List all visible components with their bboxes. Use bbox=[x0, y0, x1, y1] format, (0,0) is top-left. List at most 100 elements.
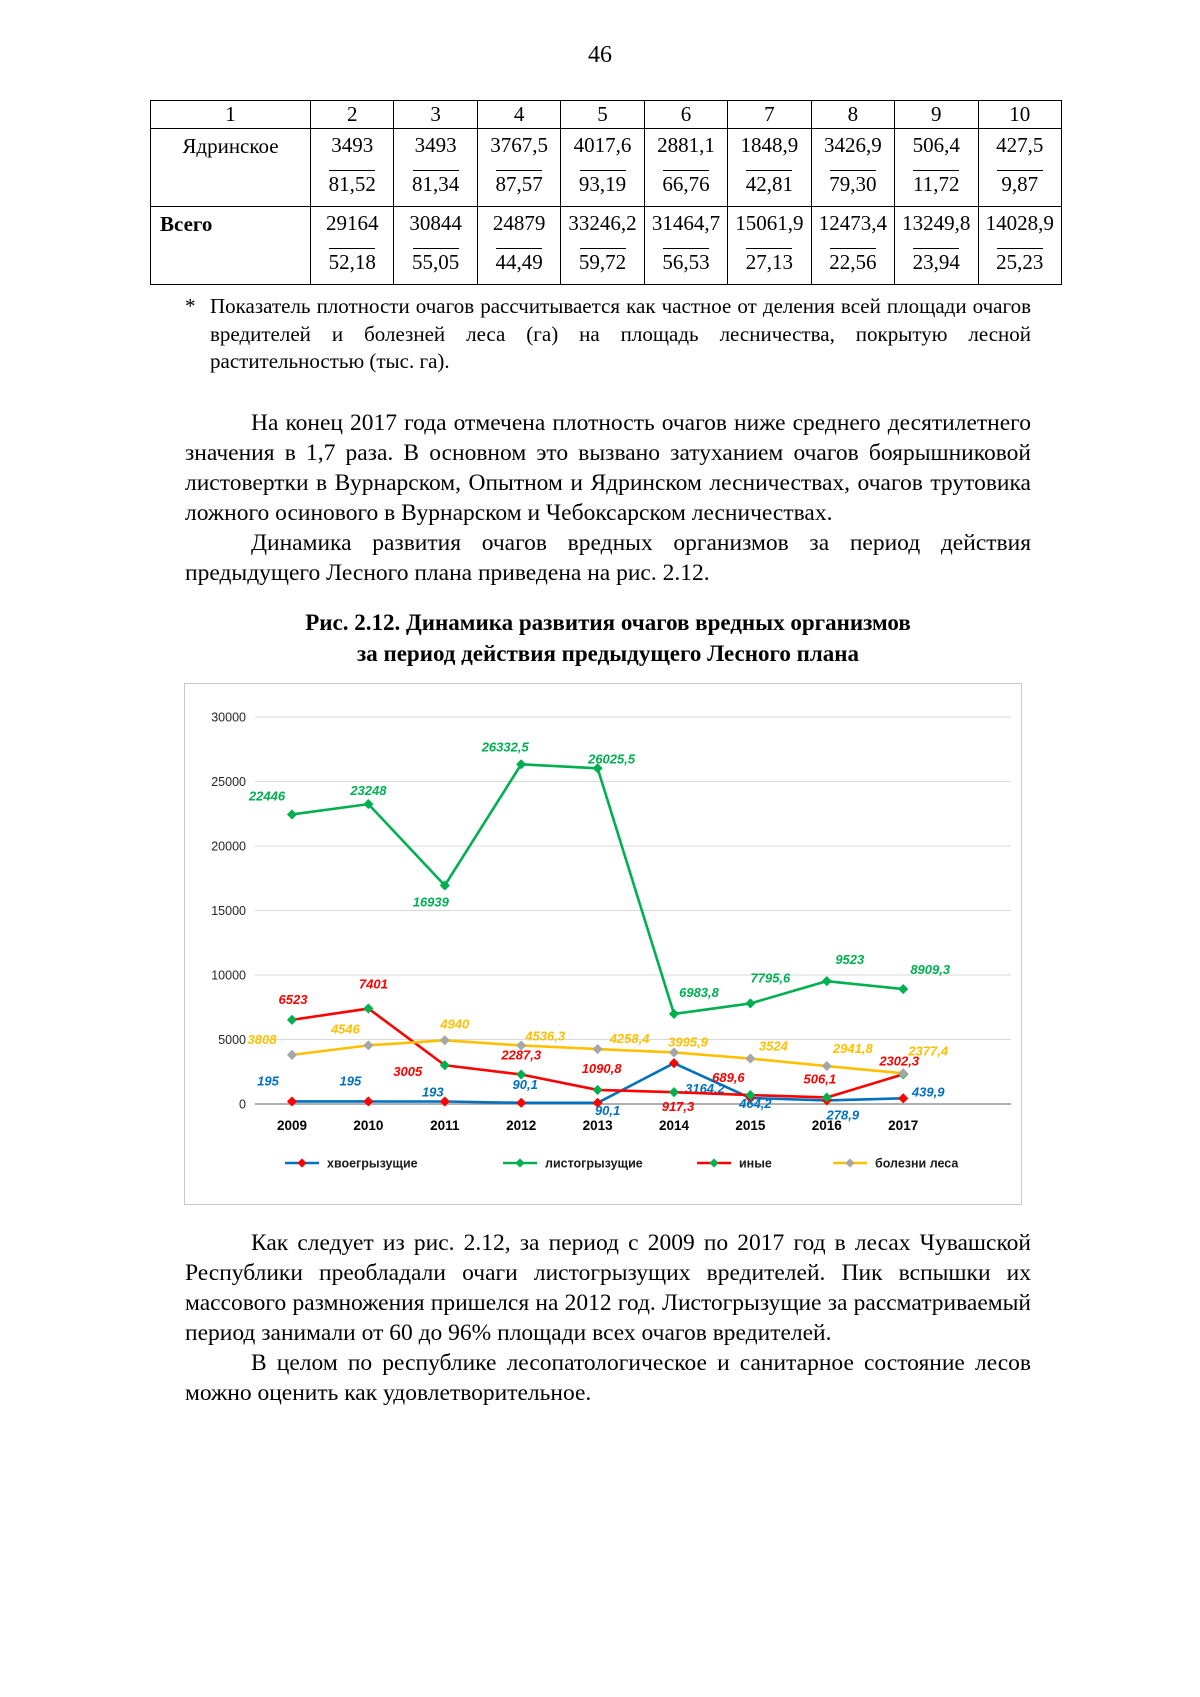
fraction-bar bbox=[329, 248, 376, 249]
data-label: 26025,5 bbox=[587, 751, 636, 766]
data-label: 3005 bbox=[393, 1064, 423, 1079]
fraction-bar bbox=[329, 170, 376, 171]
table-header-cell: 4 bbox=[476, 100, 562, 129]
table-header-cell: 5 bbox=[560, 100, 645, 129]
table-cell: 3493 81,34 bbox=[393, 128, 478, 207]
x-tick-label: 2010 bbox=[353, 1118, 383, 1133]
data-point-marker bbox=[592, 1044, 603, 1055]
data-label: 4536,3 bbox=[524, 1028, 566, 1043]
table-header-cell: 1 bbox=[150, 100, 311, 129]
table-row-label: Всего bbox=[150, 206, 311, 285]
fraction-bar bbox=[746, 170, 793, 171]
data-point-marker bbox=[286, 1049, 298, 1060]
fraction-bar bbox=[579, 170, 626, 171]
data-point-marker bbox=[286, 1096, 298, 1107]
cell-denominator: 79,30 bbox=[829, 172, 877, 196]
data-table-container: 1 2 3 4 5 6 7 8 9 10 Ядринское 3493 81,52 3493 81,34 3… bbox=[150, 100, 1062, 285]
y-tick-label: 5000 bbox=[218, 1033, 246, 1047]
data-label: 689,6 bbox=[712, 1070, 745, 1085]
chart-figure: 0 5000 10000 15000 20000 25000 30000 2009 2010 20… bbox=[184, 683, 1022, 1205]
table-cell: 3493 81,52 bbox=[309, 128, 395, 207]
data-label: 3995,9 bbox=[668, 1034, 709, 1049]
legend-item-хвоегрызущие: хвоегрызущие bbox=[285, 1157, 418, 1171]
legend-label: листогрызущие bbox=[545, 1157, 643, 1171]
data-label: 278,9 bbox=[826, 1107, 860, 1122]
legend-item-иные: иные bbox=[697, 1157, 772, 1171]
data-point-marker bbox=[439, 1096, 450, 1107]
cell-numerator: 14028,9 bbox=[985, 211, 1054, 235]
table-header-cell: 7 bbox=[727, 100, 812, 129]
data-point-marker bbox=[286, 809, 298, 820]
page-number: 46 bbox=[588, 42, 612, 68]
cell-numerator: 12473,4 bbox=[818, 211, 887, 235]
legend-label: иные bbox=[739, 1157, 772, 1171]
cell-denominator: 52,18 bbox=[328, 250, 376, 274]
cell-denominator: 23,94 bbox=[912, 250, 960, 274]
fraction-bar bbox=[746, 248, 793, 249]
data-label: 2287,3 bbox=[500, 1047, 542, 1062]
data-point-marker bbox=[515, 1158, 525, 1168]
fraction-bar bbox=[662, 170, 709, 171]
data-label: 1090,8 bbox=[582, 1061, 623, 1076]
table-row: Ядринское 3493 81,52 3493 81,34 3767,5 87,57 40… bbox=[150, 128, 1062, 207]
cell-numerator: 2881,1 bbox=[657, 133, 715, 157]
data-point-marker bbox=[668, 1087, 680, 1098]
gridlines: 0 5000 10000 15000 20000 25000 30000 bbox=[211, 711, 1011, 1112]
cell-numerator: 30844 bbox=[409, 211, 462, 235]
data-label: 8909,3 bbox=[910, 962, 951, 977]
data-label: 90,1 bbox=[513, 1077, 538, 1092]
data-label: 6983,8 bbox=[679, 985, 720, 1000]
figure-caption-line-1: Рис. 2.12. Динамика развития очагов вред… bbox=[305, 610, 911, 635]
table-row: Всего 29164 52,18 30844 55,05 24879 44,49 33246… bbox=[150, 206, 1062, 285]
data-label: 2302,3 bbox=[878, 1053, 920, 1068]
data-point-marker bbox=[516, 1097, 527, 1108]
cell-denominator: 22,56 bbox=[829, 250, 877, 274]
data-point-marker bbox=[439, 1060, 450, 1071]
cell-denominator: 42,81 bbox=[745, 172, 794, 196]
data-point-marker bbox=[845, 1158, 855, 1168]
cell-numerator: 15061,9 bbox=[735, 211, 804, 235]
cell-denominator: 27,13 bbox=[745, 250, 794, 274]
cell-numerator: 4017,6 bbox=[573, 133, 632, 157]
data-point-marker bbox=[709, 1158, 719, 1168]
y-tick-label: 25000 bbox=[211, 775, 246, 789]
data-label: 3524 bbox=[759, 1039, 789, 1054]
data-label: 917,3 bbox=[662, 1099, 695, 1114]
fraction-bar bbox=[996, 170, 1043, 171]
cell-denominator: 11,72 bbox=[913, 172, 960, 196]
x-tick-label: 2017 bbox=[888, 1118, 918, 1133]
table-cell: 12473,4 22,56 bbox=[810, 206, 896, 285]
data-point-marker bbox=[898, 984, 909, 995]
table-cell: 24879 44,49 bbox=[476, 206, 562, 285]
table-cell: 13249,8 23,94 bbox=[894, 206, 979, 285]
cell-denominator: 59,72 bbox=[578, 250, 627, 274]
data-point-marker bbox=[592, 1084, 603, 1095]
data-label: 26332,5 bbox=[481, 739, 530, 754]
paragraph-2: Динамика развития очагов вредных организ… bbox=[185, 530, 1031, 586]
fraction-bar bbox=[496, 248, 543, 249]
x-tick-label: 2013 bbox=[583, 1118, 614, 1133]
fraction-bar bbox=[913, 170, 960, 171]
data-point-marker bbox=[668, 1008, 680, 1019]
data-point-marker bbox=[363, 1040, 374, 1051]
legend: хвоегрызущие листогрызущие иные болезни лес… bbox=[285, 1157, 959, 1171]
x-tick-label: 2012 bbox=[506, 1118, 536, 1133]
data-point-marker bbox=[297, 1158, 307, 1168]
data-label: 22446 bbox=[248, 788, 286, 803]
fraction-bar bbox=[913, 248, 960, 249]
table-header-cell: 9 bbox=[894, 100, 979, 129]
cell-numerator: 3493 bbox=[331, 133, 374, 157]
data-point-marker bbox=[516, 759, 527, 770]
data-label: 9523 bbox=[835, 952, 865, 967]
data-point-marker bbox=[286, 1014, 298, 1025]
cell-numerator: 3493 bbox=[414, 133, 457, 157]
fraction-bar bbox=[829, 170, 876, 171]
table-header-cell: 3 bbox=[393, 100, 478, 129]
cell-numerator: 29164 bbox=[325, 211, 379, 235]
cell-denominator: 66,76 bbox=[662, 172, 710, 196]
data-point-marker bbox=[516, 1069, 527, 1080]
forest-pests-table: 1 2 3 4 5 6 7 8 9 10 Ядринское 3493 81,52 3493 81,34 3… bbox=[150, 100, 1062, 285]
x-tick-label: 2015 bbox=[735, 1118, 766, 1133]
table-cell: 15061,9 27,13 bbox=[727, 206, 812, 285]
data-point-marker bbox=[363, 1003, 374, 1014]
